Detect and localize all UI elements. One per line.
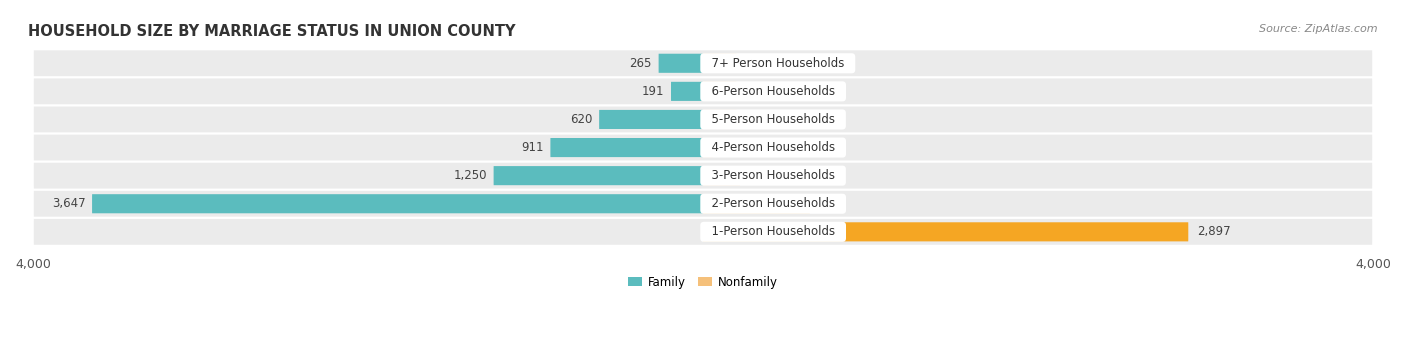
Text: 638: 638 xyxy=(818,197,841,210)
FancyBboxPatch shape xyxy=(34,191,1372,217)
FancyBboxPatch shape xyxy=(703,110,737,129)
FancyBboxPatch shape xyxy=(494,166,703,185)
Text: Source: ZipAtlas.com: Source: ZipAtlas.com xyxy=(1260,24,1378,34)
Text: 265: 265 xyxy=(630,57,652,70)
FancyBboxPatch shape xyxy=(703,166,740,185)
Text: 0: 0 xyxy=(745,85,752,98)
Text: 6-Person Households: 6-Person Households xyxy=(704,85,842,98)
Text: 0: 0 xyxy=(745,113,752,126)
Text: 3-Person Households: 3-Person Households xyxy=(704,169,842,182)
Text: 221: 221 xyxy=(748,169,770,182)
FancyBboxPatch shape xyxy=(658,54,703,73)
FancyBboxPatch shape xyxy=(34,50,1372,76)
Text: 5-Person Households: 5-Person Households xyxy=(704,113,842,126)
Text: 7+ Person Households: 7+ Person Households xyxy=(704,57,852,70)
Text: 911: 911 xyxy=(522,141,544,154)
Text: 620: 620 xyxy=(569,113,592,126)
FancyBboxPatch shape xyxy=(34,163,1372,189)
FancyBboxPatch shape xyxy=(703,138,713,157)
FancyBboxPatch shape xyxy=(599,110,703,129)
Legend: Family, Nonfamily: Family, Nonfamily xyxy=(623,271,783,293)
Text: 1-Person Households: 1-Person Households xyxy=(704,225,842,238)
Text: 2,897: 2,897 xyxy=(1197,225,1230,238)
FancyBboxPatch shape xyxy=(34,219,1372,245)
FancyBboxPatch shape xyxy=(703,222,1188,241)
Text: 191: 191 xyxy=(641,85,664,98)
Text: 60: 60 xyxy=(721,141,737,154)
FancyBboxPatch shape xyxy=(34,79,1372,104)
Text: 1,250: 1,250 xyxy=(453,169,486,182)
Text: 4-Person Households: 4-Person Households xyxy=(704,141,842,154)
Text: 0: 0 xyxy=(745,57,752,70)
FancyBboxPatch shape xyxy=(34,135,1372,160)
FancyBboxPatch shape xyxy=(91,194,703,213)
FancyBboxPatch shape xyxy=(671,82,703,101)
Text: 2-Person Households: 2-Person Households xyxy=(704,197,842,210)
Text: 3,647: 3,647 xyxy=(52,197,86,210)
FancyBboxPatch shape xyxy=(703,82,737,101)
FancyBboxPatch shape xyxy=(34,106,1372,132)
FancyBboxPatch shape xyxy=(703,194,810,213)
FancyBboxPatch shape xyxy=(703,54,737,73)
FancyBboxPatch shape xyxy=(550,138,703,157)
Text: HOUSEHOLD SIZE BY MARRIAGE STATUS IN UNION COUNTY: HOUSEHOLD SIZE BY MARRIAGE STATUS IN UNI… xyxy=(28,24,516,39)
